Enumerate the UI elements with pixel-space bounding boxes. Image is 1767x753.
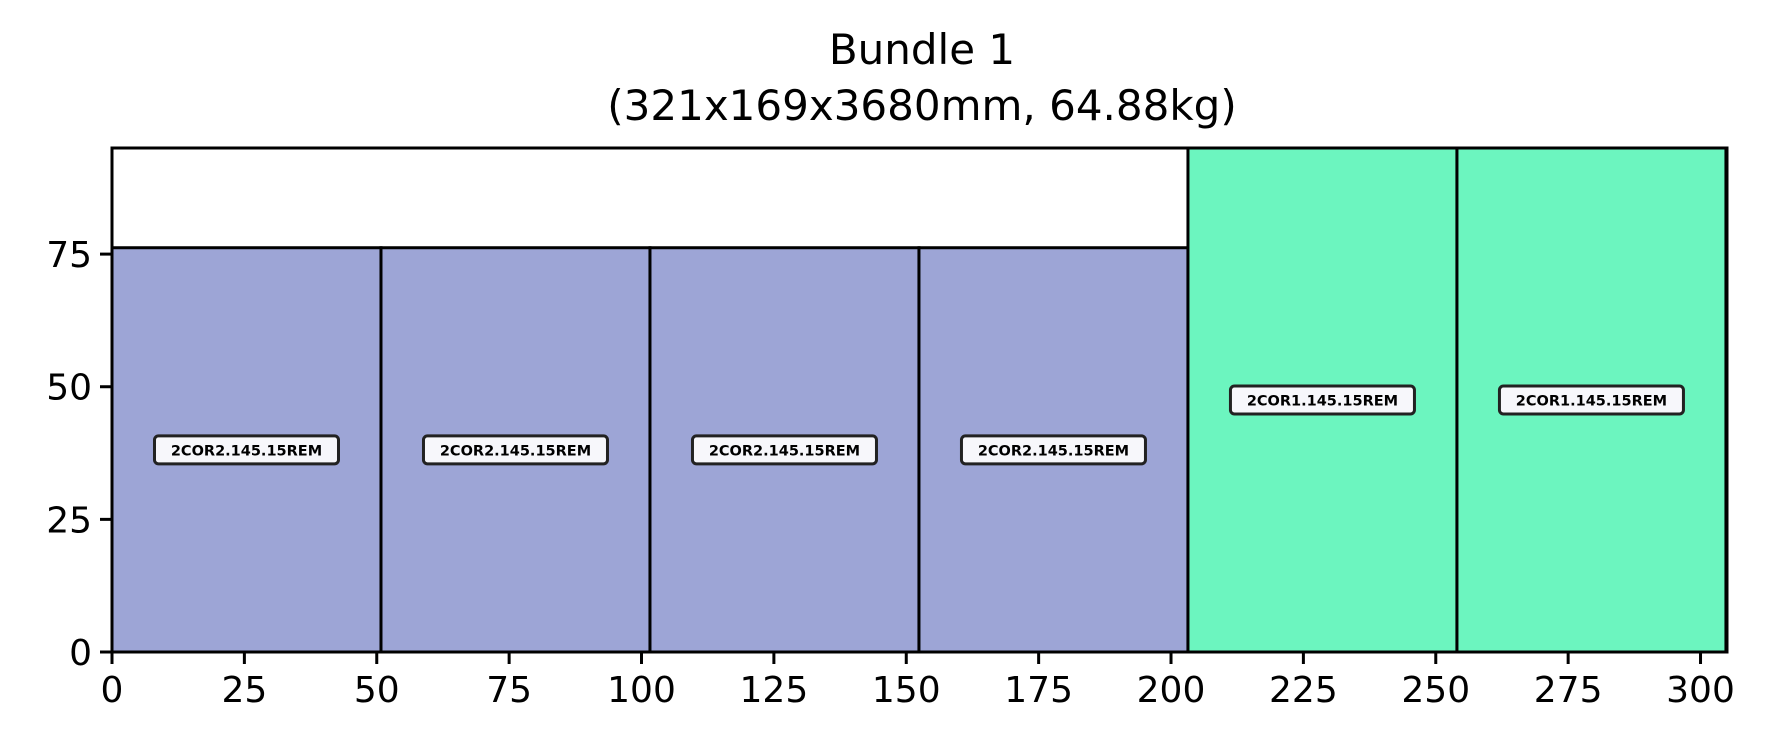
item-label-6: 2COR1.145.15REM: [1516, 394, 1667, 410]
chart-axes: 0 25 50 75 100 125 150 175 200 225 250 275 300 0 25 50 7…: [46, 146, 1735, 711]
item-label-5: 2COR1.145.15REM: [1247, 394, 1398, 410]
item-label-box-3: [690, 434, 878, 466]
item-label-box-2: [421, 434, 609, 466]
x-tick-label-125: 125: [740, 670, 809, 711]
x-tick-label-150: 150: [872, 670, 941, 711]
x-tick-label-100: 100: [607, 670, 676, 711]
item-label-box-4: [959, 434, 1147, 466]
item-label-box-1: [152, 434, 340, 466]
x-tick-label-75: 75: [486, 670, 532, 711]
x-tick-label-50: 50: [354, 670, 400, 711]
x-tick-label-225: 225: [1269, 670, 1338, 711]
item-label-2: 2COR2.145.15REM: [440, 443, 591, 459]
x-tick-label-275: 275: [1534, 670, 1603, 711]
x-tick-label-300: 300: [1666, 670, 1735, 711]
item-label-1: 2COR2.145.15REM: [171, 443, 322, 459]
x-tick-label-0: 0: [101, 670, 124, 711]
x-tick-label-175: 175: [1004, 670, 1073, 711]
x-tick-label-250: 250: [1401, 670, 1470, 711]
y-tick-label-25: 25: [46, 500, 92, 541]
chart-title-line2: (321x169x3680mm, 64.88kg): [607, 81, 1236, 130]
chart-title-line1: Bundle 1: [829, 25, 1015, 74]
item-label-3: 2COR2.145.15REM: [709, 443, 860, 459]
plot-frame: [110, 146, 1729, 654]
x-tick-label-25: 25: [221, 670, 267, 711]
bundle-items: 2COR2.145.15REM 2COR2.145.15REM 2COR2.145.…: [110, 146, 1728, 654]
item-label-box-6: [1497, 384, 1685, 416]
item-label-box-5: [1228, 384, 1416, 416]
y-tick-label-75: 75: [46, 235, 92, 276]
y-tick-label-0: 0: [69, 633, 92, 674]
y-tick-label-50: 50: [46, 368, 92, 409]
item-label-4: 2COR2.145.15REM: [978, 443, 1129, 459]
x-tick-label-200: 200: [1137, 670, 1206, 711]
